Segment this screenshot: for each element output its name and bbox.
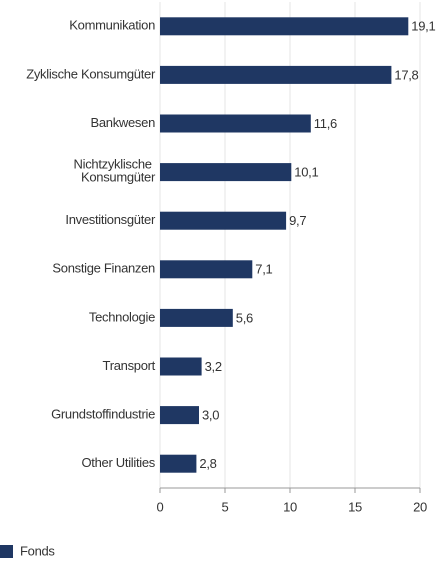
x-tick-label: 20 bbox=[413, 499, 427, 514]
y-tick-label: Kommunikation bbox=[69, 18, 155, 33]
y-tick-label: Grundstoffindustrie bbox=[51, 407, 155, 422]
y-tick-label: Sonstige Finanzen bbox=[52, 261, 155, 276]
value-label: 11,6 bbox=[314, 116, 337, 131]
value-label: 3,0 bbox=[202, 408, 219, 423]
bar bbox=[160, 357, 202, 376]
x-tick-label: 15 bbox=[348, 499, 362, 514]
value-label: 17,8 bbox=[394, 67, 418, 82]
bar bbox=[160, 17, 409, 36]
bar bbox=[160, 114, 311, 133]
bar bbox=[160, 163, 292, 182]
y-tick-label-line: Konsumgüter bbox=[81, 170, 156, 185]
legend-label: Fonds bbox=[20, 543, 55, 558]
y-tick-label: Technologie bbox=[89, 309, 155, 324]
bar bbox=[160, 454, 197, 473]
bar bbox=[160, 260, 253, 279]
legend-swatch bbox=[0, 545, 13, 558]
bar bbox=[160, 65, 392, 84]
bar bbox=[160, 406, 199, 425]
value-label: 3,2 bbox=[205, 359, 222, 374]
bar bbox=[160, 211, 287, 230]
y-tick-label: Other Utilities bbox=[81, 455, 155, 470]
x-tick-label: 0 bbox=[157, 499, 164, 514]
x-tick-label: 10 bbox=[283, 499, 297, 514]
value-label: 2,8 bbox=[199, 456, 216, 471]
y-tick-label-line: Nichtzyklische bbox=[74, 157, 155, 172]
value-label: 19,1 bbox=[411, 19, 435, 34]
value-label: 10,1 bbox=[294, 165, 318, 180]
value-label: 7,1 bbox=[255, 262, 272, 277]
y-tick-label: Transport bbox=[103, 358, 156, 373]
y-tick-label: Nichtzyklische Konsumgüter bbox=[74, 157, 156, 185]
value-label: 9,7 bbox=[289, 213, 306, 228]
x-tick-label: 5 bbox=[222, 499, 229, 514]
y-tick-label: Bankwesen bbox=[90, 115, 155, 130]
value-label: 5,6 bbox=[236, 310, 253, 325]
y-tick-label: Investitionsgüter bbox=[65, 212, 156, 227]
y-tick-label: Zyklische Konsumgüter bbox=[26, 66, 156, 81]
bar bbox=[160, 308, 233, 327]
